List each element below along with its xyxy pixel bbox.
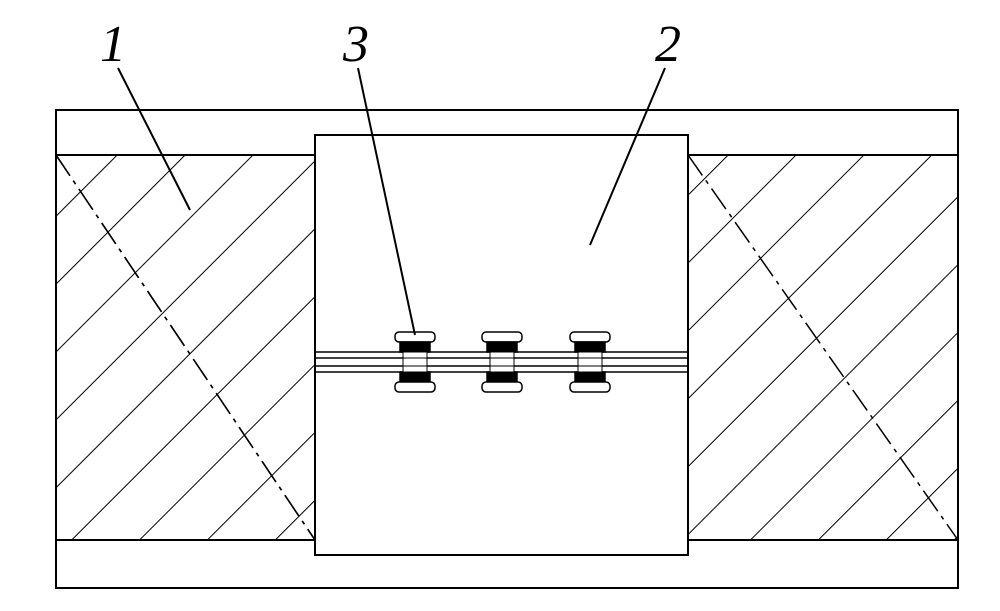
hatched-right xyxy=(688,155,958,540)
label-3: 3 xyxy=(343,15,369,74)
label-2: 2 xyxy=(655,15,681,74)
label-1: 1 xyxy=(100,15,126,74)
hatched-left xyxy=(56,155,315,540)
technical-diagram xyxy=(0,0,1000,611)
